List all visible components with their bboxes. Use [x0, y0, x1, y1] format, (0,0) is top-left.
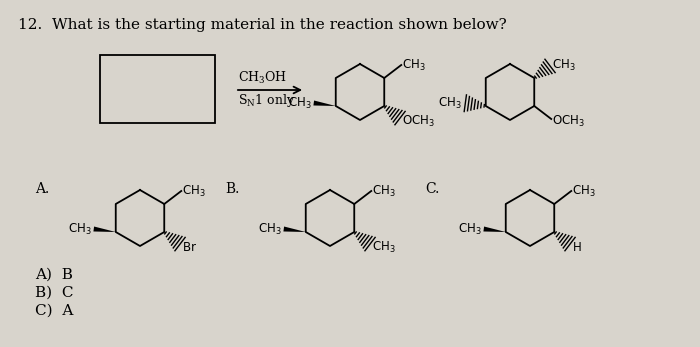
- Text: $\mathregular{CH_3OH}$: $\mathregular{CH_3OH}$: [238, 70, 287, 86]
- Text: $\mathrm{CH_3}$: $\mathrm{CH_3}$: [258, 221, 282, 237]
- Text: A)  B: A) B: [35, 268, 73, 282]
- Text: $\mathrm{CH_3}$: $\mathrm{CH_3}$: [572, 184, 596, 198]
- Text: B.: B.: [225, 182, 239, 196]
- Text: $\mathrm{OCH_3}$: $\mathrm{OCH_3}$: [402, 113, 435, 128]
- Text: $\mathrm{CH_3}$: $\mathrm{CH_3}$: [182, 184, 206, 198]
- Polygon shape: [284, 227, 306, 232]
- Text: $\mathregular{S_N1\ only}$: $\mathregular{S_N1\ only}$: [238, 92, 295, 109]
- Text: $\mathrm{CH_3}$: $\mathrm{CH_3}$: [552, 58, 576, 73]
- Polygon shape: [314, 101, 336, 106]
- Text: C.: C.: [425, 182, 440, 196]
- Text: $\mathrm{CH_3}$: $\mathrm{CH_3}$: [438, 95, 462, 111]
- Text: $\mathrm{CH_3}$: $\mathrm{CH_3}$: [372, 184, 396, 198]
- Text: C)  A: C) A: [35, 304, 74, 318]
- Text: $\mathrm{H}$: $\mathrm{H}$: [572, 240, 582, 254]
- Text: $\mathrm{CH_3}$: $\mathrm{CH_3}$: [288, 95, 312, 111]
- Polygon shape: [93, 227, 116, 232]
- Text: B)  C: B) C: [35, 286, 74, 300]
- Text: 12.  What is the starting material in the reaction shown below?: 12. What is the starting material in the…: [18, 18, 507, 32]
- Text: $\mathrm{Br}$: $\mathrm{Br}$: [182, 240, 197, 254]
- Bar: [100, 55, 215, 123]
- Text: $\mathrm{CH_3}$: $\mathrm{CH_3}$: [372, 239, 396, 255]
- Polygon shape: [484, 227, 506, 232]
- Text: A.: A.: [35, 182, 49, 196]
- Text: $\mathrm{CH_3}$: $\mathrm{CH_3}$: [458, 221, 482, 237]
- Text: $\mathrm{CH_3}$: $\mathrm{CH_3}$: [68, 221, 92, 237]
- Text: $\mathrm{CH_3}$: $\mathrm{CH_3}$: [402, 58, 426, 73]
- Text: $\mathrm{OCH_3}$: $\mathrm{OCH_3}$: [552, 113, 585, 128]
